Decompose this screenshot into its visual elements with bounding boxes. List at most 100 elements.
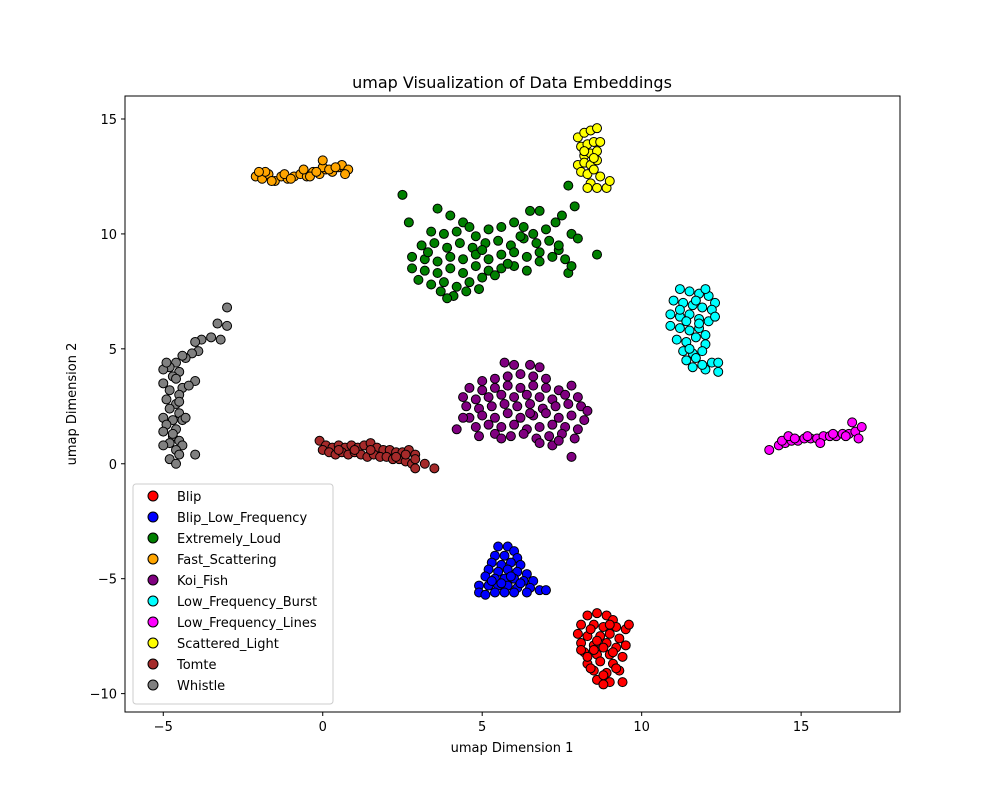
point-blip: [598, 642, 609, 653]
point-tomte: [365, 444, 376, 455]
point-koi-fish: [483, 419, 494, 430]
point-koi-fish: [486, 401, 497, 412]
point-extremely-loud: [528, 228, 539, 239]
legend-marker: [147, 637, 159, 649]
point-koi-fish: [534, 362, 545, 373]
point-extremely-loud: [592, 249, 603, 260]
point-extremely-loud: [521, 251, 532, 262]
point-extremely-loud: [451, 226, 462, 237]
point-koi-fish: [515, 412, 526, 423]
point-fast-scattering: [266, 176, 277, 187]
point-blip-low-frequency: [493, 541, 504, 552]
point-extremely-loud: [426, 226, 437, 237]
point-fast-scattering: [253, 166, 264, 177]
point-blip: [576, 644, 587, 655]
point-extremely-loud: [489, 270, 500, 281]
point-low-frequency-burst: [681, 355, 692, 366]
point-low-frequency-burst: [700, 284, 711, 295]
point-low-frequency-burst: [674, 284, 685, 295]
x-tick-label: 10: [633, 720, 650, 735]
point-blip: [598, 679, 609, 690]
point-koi-fish: [489, 373, 500, 384]
point-koi-fish: [477, 410, 488, 421]
legend-label: Blip: [177, 490, 201, 505]
point-extremely-loud: [509, 217, 520, 228]
legend-marker: [147, 595, 159, 607]
point-koi-fish: [496, 421, 507, 432]
point-blip: [604, 628, 615, 639]
point-whistle: [215, 334, 226, 345]
point-fast-scattering: [298, 164, 309, 175]
legend-marker: [147, 532, 159, 544]
point-extremely-loud: [477, 245, 488, 255]
point-extremely-loud: [454, 238, 465, 249]
x-tick-label: 15: [793, 720, 810, 735]
point-extremely-loud: [553, 240, 564, 251]
point-koi-fish: [451, 424, 462, 435]
point-blip-low-frequency: [505, 571, 516, 582]
point-blip: [592, 635, 603, 646]
y-tick-label: 5: [109, 343, 117, 358]
point-koi-fish: [509, 419, 520, 430]
point-low-frequency-burst: [694, 318, 705, 329]
point-extremely-loud: [435, 286, 446, 297]
point-koi-fish: [518, 428, 529, 439]
point-blip-low-frequency: [486, 575, 497, 586]
point-blip: [592, 608, 603, 619]
point-extremely-loud: [534, 247, 545, 258]
point-koi-fish: [579, 415, 590, 426]
point-tomte: [333, 444, 344, 455]
point-whistle: [171, 458, 182, 469]
point-whistle: [171, 373, 182, 384]
point-fast-scattering: [330, 162, 341, 173]
point-koi-fish: [525, 408, 536, 419]
point-blip-low-frequency: [499, 550, 510, 561]
point-extremely-loud: [544, 235, 555, 246]
point-whistle: [158, 440, 169, 451]
point-tomte: [419, 458, 430, 469]
point-koi-fish: [499, 357, 510, 368]
point-extremely-loud: [413, 274, 424, 285]
point-low-frequency-lines: [815, 438, 826, 449]
point-blip: [585, 663, 596, 674]
legend-label: Tomte: [176, 658, 216, 673]
point-whistle: [158, 378, 169, 389]
point-koi-fish: [550, 401, 561, 412]
point-whistle: [190, 449, 201, 460]
point-blip: [620, 640, 631, 651]
point-koi-fish: [569, 433, 580, 444]
point-extremely-loud: [556, 210, 567, 221]
point-extremely-loud: [451, 281, 462, 292]
point-low-frequency-lines: [789, 433, 800, 444]
point-koi-fish: [489, 382, 500, 393]
point-scattered-light: [595, 171, 606, 182]
y-tick-label: −10: [90, 688, 117, 703]
point-extremely-loud: [509, 247, 520, 258]
point-low-frequency-burst: [710, 311, 721, 322]
y-tick-label: −5: [98, 573, 117, 588]
point-koi-fish: [582, 405, 593, 416]
legend-label: Low_Frequency_Burst: [177, 595, 317, 610]
point-koi-fish: [540, 408, 551, 419]
point-extremely-loud: [534, 205, 545, 216]
point-koi-fish: [521, 389, 532, 400]
point-extremely-loud: [560, 254, 571, 265]
point-extremely-loud: [540, 224, 551, 235]
point-koi-fish: [496, 389, 507, 400]
point-koi-fish: [534, 392, 545, 403]
point-koi-fish: [502, 371, 513, 382]
point-koi-fish: [566, 410, 577, 421]
point-extremely-loud: [496, 222, 507, 233]
point-extremely-loud: [419, 265, 430, 276]
point-extremely-loud: [483, 254, 494, 265]
legend-label: Koi_Fish: [177, 574, 228, 589]
point-low-frequency-burst: [674, 323, 685, 334]
point-extremely-loud: [429, 238, 440, 249]
point-extremely-loud: [416, 240, 427, 251]
point-koi-fish: [499, 399, 510, 409]
point-koi-fish: [566, 380, 577, 391]
point-extremely-loud: [445, 251, 456, 262]
points-layer: [158, 123, 867, 690]
point-blip: [588, 644, 599, 655]
